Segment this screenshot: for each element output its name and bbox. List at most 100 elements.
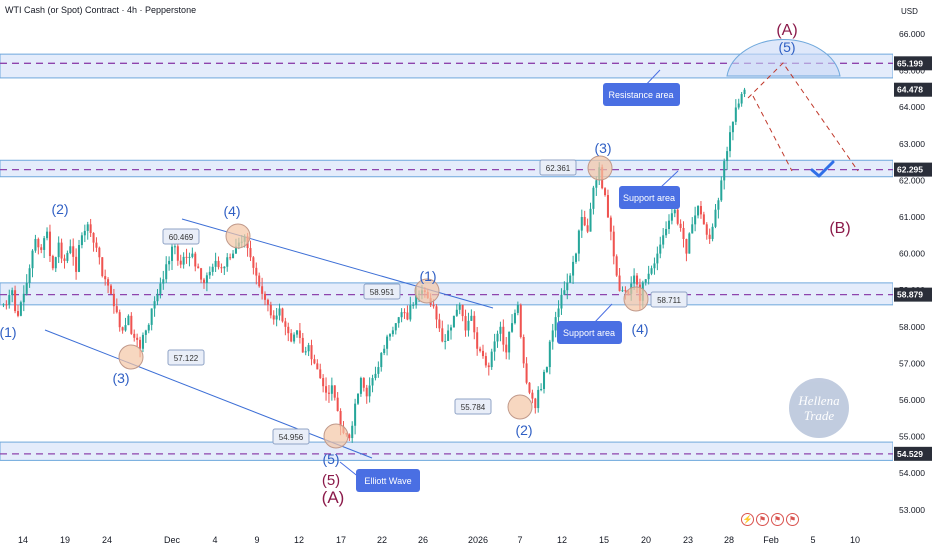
candle-body	[731, 121, 734, 133]
candle-body	[182, 256, 185, 265]
svg-text:Support area: Support area	[623, 193, 675, 203]
callout-57122: 57.122	[167, 349, 205, 366]
candle-body	[452, 315, 455, 328]
candle-body	[351, 425, 354, 439]
candle-body	[48, 231, 51, 257]
callout-58951: 58.951	[363, 283, 401, 300]
candle-body	[377, 367, 380, 374]
candle-body	[551, 330, 554, 342]
candle-body	[589, 208, 592, 232]
candle-body	[458, 304, 461, 310]
lightning-icon[interactable]: ⚡	[741, 513, 754, 526]
candle-body	[665, 229, 668, 236]
candle-body	[542, 371, 546, 390]
candle-body	[176, 246, 179, 261]
candle-body	[531, 392, 534, 399]
candle-body	[540, 389, 543, 391]
flag-icon-1[interactable]: ⚑	[756, 513, 769, 526]
candle-body	[481, 350, 485, 357]
candle-body	[694, 215, 697, 225]
candle-body	[173, 246, 176, 248]
candle-body	[359, 378, 362, 394]
candle-body	[586, 225, 589, 232]
candle-body	[612, 231, 615, 257]
svg-text:58.951: 58.951	[370, 288, 395, 297]
flag-icon-2[interactable]: ⚑	[771, 513, 784, 526]
x-tick-label: 5	[810, 535, 815, 545]
reaction-bar[interactable]: ⚡ ⚑ ⚑ ⚑	[741, 513, 799, 526]
candle-body	[200, 268, 203, 280]
candle-body	[37, 238, 40, 248]
candle-body	[534, 398, 537, 409]
candle-body	[409, 305, 412, 320]
candle-body	[583, 217, 586, 226]
candle-body	[109, 285, 113, 294]
svg-text:58.711: 58.711	[657, 296, 681, 305]
candle-body	[202, 279, 206, 283]
candle-body	[232, 253, 235, 259]
candle-body	[234, 246, 237, 254]
candle-body	[313, 359, 316, 364]
support-area-label-lower[interactable]: Support area	[557, 303, 622, 344]
candle-body	[156, 293, 159, 302]
candle-body	[263, 293, 267, 300]
candle-body	[449, 327, 453, 331]
candle-body	[679, 223, 682, 228]
flag-icon-3[interactable]: ⚑	[786, 513, 799, 526]
callout-62361: 62.361	[539, 159, 577, 176]
candle-body	[80, 235, 83, 246]
candle-body	[394, 323, 397, 331]
candle-body	[502, 326, 505, 345]
support-area-label-upper[interactable]: Support area	[619, 170, 680, 209]
candle-body	[14, 290, 17, 312]
candle-body	[28, 268, 31, 283]
candle-body	[194, 253, 197, 267]
candle-body	[330, 385, 333, 394]
x-tick-label: 17	[336, 535, 346, 545]
elliott-wave-label[interactable]: Elliott Wave	[339, 461, 420, 492]
x-tick-label: 2026	[468, 535, 488, 545]
x-tick-label: 12	[294, 535, 304, 545]
zone-3	[0, 441, 894, 461]
candle-body	[139, 339, 142, 349]
candle-body	[333, 385, 336, 398]
candle-body	[455, 309, 458, 316]
x-tick-label: 15	[599, 535, 609, 545]
callout-54956: 54.956	[272, 428, 310, 445]
candle-body	[621, 290, 624, 292]
candle-body	[31, 250, 34, 269]
candle-body	[557, 308, 560, 318]
candle-body	[554, 317, 557, 331]
candle-body	[16, 311, 20, 316]
level-price-tag	[894, 162, 932, 177]
candle-body	[682, 227, 685, 239]
y-tick-label: 64.000	[899, 102, 925, 112]
x-tick-label: Dec	[164, 535, 181, 545]
candle-body	[688, 233, 691, 254]
candle-body	[397, 317, 400, 324]
pivot-circle-4-left	[225, 223, 251, 249]
x-tick-label: 19	[60, 535, 70, 545]
candle-body	[388, 334, 392, 337]
x-tick-label: 9	[254, 535, 259, 545]
level-price-tag	[894, 446, 932, 461]
candle-body	[124, 325, 127, 331]
candle-body	[685, 238, 688, 254]
candle-body	[528, 382, 531, 393]
candle-body	[644, 279, 647, 283]
candle-body	[25, 282, 28, 294]
resistance-dome	[726, 39, 841, 77]
pivot-circle-4-mid	[623, 286, 649, 312]
level-price-tag	[894, 56, 932, 71]
candle-body	[170, 246, 174, 261]
candle-body	[51, 256, 54, 269]
resistance-area-label[interactable]: Resistance area	[603, 69, 680, 106]
candle-body	[656, 253, 659, 264]
trend-line-lower[interactable]	[44, 329, 373, 459]
svg-text:Elliott Wave: Elliott Wave	[364, 476, 411, 486]
candle-body	[516, 304, 519, 313]
candle-body	[560, 294, 563, 309]
candle-body	[487, 365, 490, 368]
